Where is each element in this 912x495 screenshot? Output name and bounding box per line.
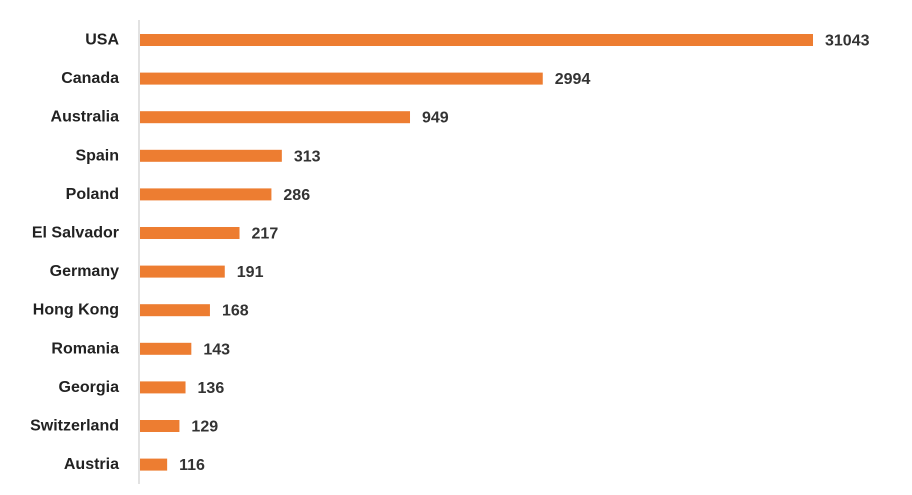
bar-canada bbox=[140, 72, 543, 85]
category-label-australia: Australia bbox=[51, 109, 120, 126]
category-labels-group: USA Canada Australia Spain Poland El Salvador… bbox=[30, 32, 119, 474]
category-label-romania: Romania bbox=[51, 340, 119, 357]
value-label-canada: 2994 bbox=[555, 71, 591, 88]
value-label-hong-kong: 168 bbox=[222, 303, 249, 320]
value-label-georgia: 136 bbox=[198, 380, 225, 397]
category-label-austria: Austria bbox=[64, 456, 119, 473]
bar-switzerland bbox=[140, 420, 180, 432]
category-label-el-salvador: El Salvador bbox=[32, 225, 119, 242]
value-label-romania: 143 bbox=[203, 341, 230, 358]
value-label-germany: 191 bbox=[237, 264, 264, 281]
bars-group bbox=[140, 34, 813, 471]
category-label-canada: Canada bbox=[61, 70, 119, 87]
value-label-spain: 313 bbox=[294, 148, 321, 165]
value-label-poland: 286 bbox=[283, 187, 310, 204]
value-labels-group: 31043 2994 949 313 286 217 191 168 143 136 129 116 bbox=[179, 33, 869, 475]
value-label-el-salvador: 217 bbox=[252, 226, 279, 243]
category-label-switzerland: Switzerland bbox=[30, 418, 119, 435]
category-label-hong-kong: Hong Kong bbox=[33, 302, 119, 319]
bar-spain bbox=[140, 149, 282, 162]
category-label-georgia: Georgia bbox=[59, 379, 120, 396]
value-label-switzerland: 129 bbox=[191, 419, 218, 436]
bar-hong-kong bbox=[140, 304, 210, 317]
value-label-austria: 116 bbox=[179, 457, 205, 474]
bar-germany bbox=[140, 265, 225, 278]
bar-usa bbox=[140, 34, 813, 46]
bar-georgia bbox=[140, 381, 186, 394]
category-label-germany: Germany bbox=[50, 263, 119, 280]
bar-el-salvador bbox=[140, 227, 240, 239]
bar-poland bbox=[140, 188, 272, 201]
category-label-usa: USA bbox=[85, 32, 119, 49]
bar-austria bbox=[140, 458, 168, 471]
bar-romania bbox=[140, 342, 192, 355]
category-label-poland: Poland bbox=[66, 186, 119, 203]
category-label-spain: Spain bbox=[75, 147, 119, 164]
value-label-australia: 949 bbox=[422, 110, 449, 127]
bar-australia bbox=[140, 111, 411, 124]
value-label-usa: 31043 bbox=[825, 33, 870, 50]
